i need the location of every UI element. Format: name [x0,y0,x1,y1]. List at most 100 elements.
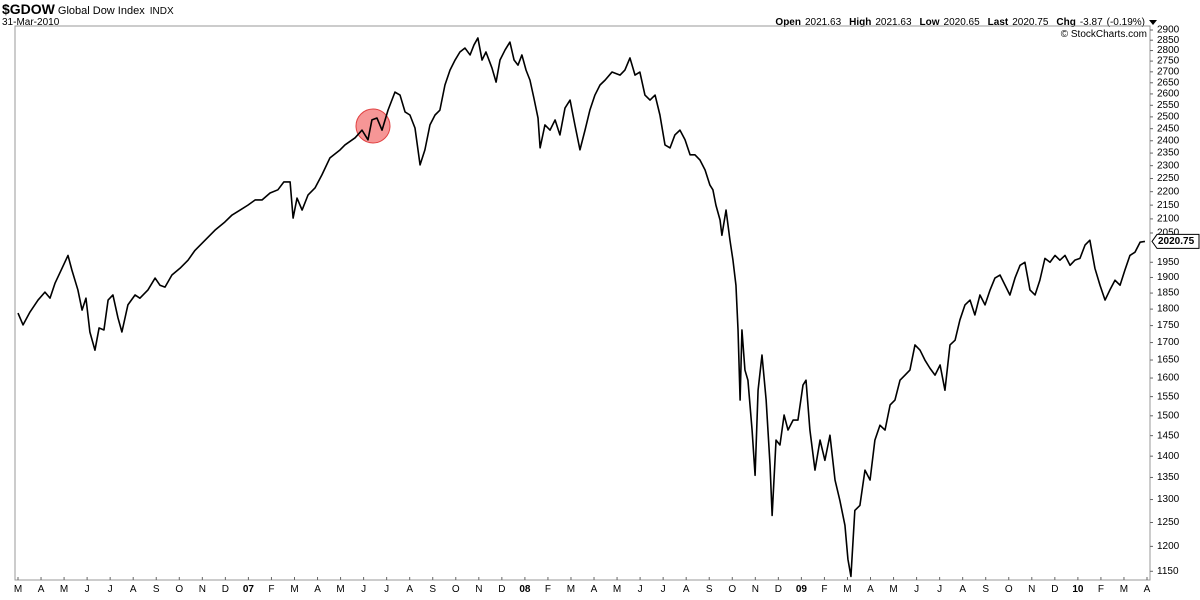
symbol: $GDOW [2,1,56,17]
quote-value: 2021.63 [805,17,842,28]
y-tick-label: 1250 [1157,517,1180,528]
x-tick-label: M [336,584,344,595]
y-tick-label: 2300 [1157,160,1180,171]
x-tick-label: J [661,584,666,595]
y-tick-label: 2500 [1157,112,1180,123]
y-tick-label: 2550 [1157,100,1180,111]
quote-value: -3.87 [1080,17,1103,28]
x-tick-label: A [130,584,137,595]
x-tick-label: A [867,584,874,595]
x-tick-label: M [567,584,575,595]
y-tick-label: 2800 [1157,45,1180,56]
x-tick-label: N [475,584,482,595]
x-tick-label: D [775,584,782,595]
x-tick-label: A [683,584,690,595]
x-tick-label: A [1144,584,1151,595]
y-tick-label: 1450 [1157,430,1180,441]
y-tick-label: 2750 [1157,56,1180,67]
y-tick-label: 2600 [1157,89,1180,100]
x-tick-label: J [361,584,366,595]
y-tick-label: 1300 [1157,494,1180,505]
x-tick-label: J [914,584,919,595]
x-tick-label: M [843,584,851,595]
y-tick-label: 2400 [1157,135,1180,146]
last-price-box [1151,233,1200,249]
index-name: Global Dow Index [58,5,145,17]
dropdown-arrow[interactable] [1149,20,1157,25]
price-line [17,37,1146,578]
x-tick-label: M [889,584,897,595]
y-tick-label: 1600 [1157,373,1180,384]
quote-label: Open [775,17,801,28]
x-tick-label: S [982,584,989,595]
x-tick-label: F [821,584,827,595]
exchange: INDX [150,6,174,17]
plot-frame [14,25,1151,581]
x-tick-label: J [108,584,113,595]
x-tick-label: M [14,584,22,595]
x-tick-label: F [1098,584,1104,595]
quote: Open 2021.63 High 2021.63 Low 2020.65 Last 2020… [775,17,1145,28]
quote-value: 2020.75 [1012,17,1049,28]
y-tick-label: 2650 [1157,77,1180,88]
x-tick-label: M [1120,584,1128,595]
x-tick-label: O [728,584,736,595]
date: 31-Mar-2010 [2,17,60,28]
x-tick-label: F [268,584,274,595]
x-tick-label: A [959,584,966,595]
quote-label: Low [920,17,940,28]
x-tick-label: A [314,584,321,595]
y-tick-label: 1400 [1157,451,1180,462]
y-tick-label: 1500 [1157,410,1180,421]
x-tick-label: F [545,584,551,595]
x-tick-label: D [222,584,229,595]
quote-value: 2021.63 [875,17,912,28]
y-tick-label: 2250 [1157,173,1180,184]
y-tick-label: 1800 [1157,304,1180,315]
x-tick-label: 09 [796,584,808,595]
y-tick-label: 2100 [1157,214,1180,225]
x-tick-label: J [85,584,90,595]
y-tick-label: 2200 [1157,186,1180,197]
x-tick-label: 08 [519,584,531,595]
x-tick-label: A [38,584,45,595]
y-tick-label: 1550 [1157,391,1180,402]
y-tick-label: 2050 [1157,228,1180,239]
y-tick-label: 1200 [1157,541,1180,552]
x-tick-label: N [752,584,759,595]
x-tick-label: A [591,584,598,595]
y-tick-label: 2850 [1157,35,1180,46]
x-tick-label: N [199,584,206,595]
x-tick-label: J [638,584,643,595]
watermark: © StockCharts.com [1061,29,1147,40]
quote-label: High [849,17,871,28]
x-tick-label: M [60,584,68,595]
y-tick-label: 1850 [1157,288,1180,299]
y-tick-label: 1650 [1157,355,1180,366]
y-tick-label: 2700 [1157,66,1180,77]
y-tick-label: 1950 [1157,257,1180,268]
x-tick-label: O [452,584,460,595]
last-price-label: 2020.75 [1158,236,1195,247]
x-tick-label: O [175,584,183,595]
y-tick-label: 1150 [1157,566,1179,577]
y-tick-label: 1350 [1157,472,1180,483]
quote-label: Last [988,17,1009,28]
quote-label: Chg [1056,17,1075,28]
y-tick-label: 2350 [1157,148,1180,159]
y-tick-label: 2150 [1157,200,1180,211]
x-tick-label: S [706,584,713,595]
x-tick-label: O [1005,584,1013,595]
x-tick-label: N [1028,584,1035,595]
x-tick-label: A [406,584,413,595]
chart-title: $GDOW Global Dow Index INDX [2,1,174,17]
y-tick-label: 2450 [1157,123,1180,134]
y-tick-label: 1900 [1157,272,1180,283]
x-tick-label: S [429,584,436,595]
y-tick-label: 2900 [1157,25,1180,36]
x-tick-label: J [937,584,942,595]
x-tick-label: 07 [243,584,255,595]
quote-value: 2020.65 [944,17,981,28]
highlight-circle [355,108,391,144]
x-tick-label: 10 [1072,584,1084,595]
